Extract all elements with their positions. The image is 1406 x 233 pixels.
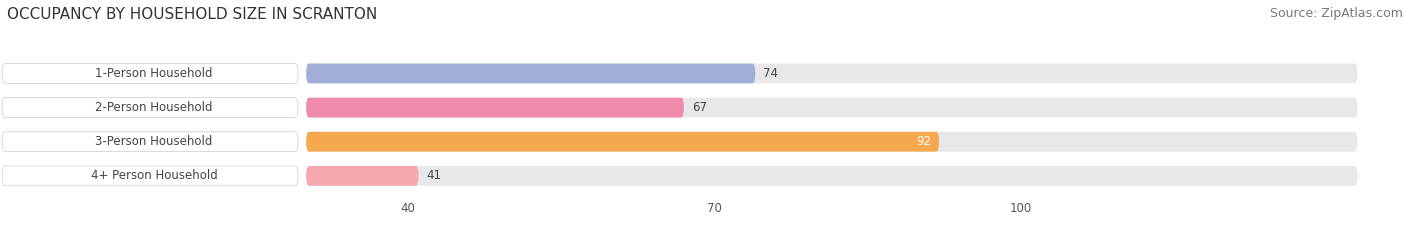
FancyBboxPatch shape: [307, 132, 1357, 152]
FancyBboxPatch shape: [307, 98, 1357, 117]
FancyBboxPatch shape: [1, 98, 298, 117]
Text: OCCUPANCY BY HOUSEHOLD SIZE IN SCRANTON: OCCUPANCY BY HOUSEHOLD SIZE IN SCRANTON: [7, 7, 377, 22]
FancyBboxPatch shape: [1, 166, 298, 186]
FancyBboxPatch shape: [307, 64, 755, 83]
FancyBboxPatch shape: [307, 98, 683, 117]
Text: Source: ZipAtlas.com: Source: ZipAtlas.com: [1270, 7, 1403, 20]
Text: 74: 74: [763, 67, 779, 80]
FancyBboxPatch shape: [307, 166, 1357, 186]
FancyBboxPatch shape: [307, 166, 419, 186]
FancyBboxPatch shape: [307, 64, 1357, 83]
FancyBboxPatch shape: [1, 64, 298, 83]
Text: 92: 92: [915, 135, 931, 148]
FancyBboxPatch shape: [307, 132, 939, 152]
Text: 41: 41: [426, 169, 441, 182]
Text: 2-Person Household: 2-Person Household: [96, 101, 212, 114]
Text: 3-Person Household: 3-Person Household: [96, 135, 212, 148]
FancyBboxPatch shape: [1, 132, 298, 152]
Text: 4+ Person Household: 4+ Person Household: [91, 169, 218, 182]
Text: 1-Person Household: 1-Person Household: [96, 67, 212, 80]
Text: 67: 67: [692, 101, 707, 114]
